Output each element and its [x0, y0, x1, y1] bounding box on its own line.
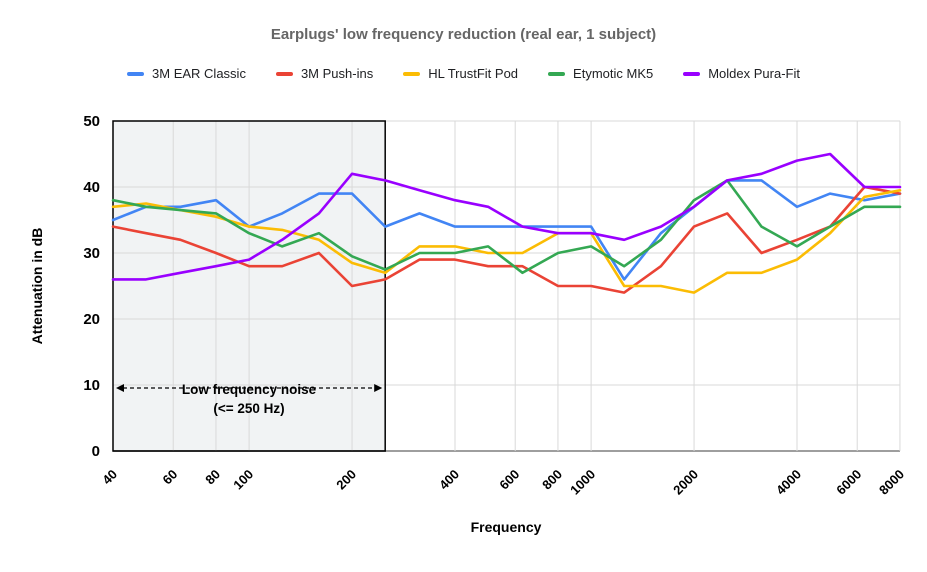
y-tick-label-30: 30 — [83, 245, 100, 262]
legend-item-hl-trustfit-pod: HL TrustFit Pod — [403, 66, 518, 81]
x-tick-label-200: 200 — [333, 467, 359, 493]
annotation-right-arrowhead-icon — [374, 384, 383, 392]
legend-item-etymotic-mk5: Etymotic MK5 — [548, 66, 653, 81]
legend-item-3m-ear-classic: 3M EAR Classic — [127, 66, 246, 81]
legend-swatch-icon — [548, 71, 566, 76]
x-tick-label-40: 40 — [99, 467, 120, 488]
x-tick-label-80: 80 — [202, 467, 223, 488]
x-tick-label-400: 400 — [436, 467, 462, 493]
legend-swatch-icon — [275, 71, 293, 76]
series-line-moldex-pura-fit — [111, 152, 902, 281]
legend-item-moldex-pura-fit: Moldex Pura-Fit — [683, 66, 800, 81]
x-tick-label-8000: 8000 — [876, 467, 907, 498]
low-frequency-box-layer — [112, 120, 386, 452]
legend-label: HL TrustFit Pod — [428, 66, 519, 81]
legend-swatch-icon — [683, 71, 701, 76]
legend-label: Moldex Pura-Fit — [708, 66, 800, 81]
x-tick-label-4000: 4000 — [773, 467, 804, 498]
series-line-etymotic-mk5 — [111, 179, 902, 275]
series-line-hl-trustfit-pod — [111, 189, 902, 294]
x-tick-label-600: 600 — [496, 467, 522, 493]
annotation-line1: Low frequency noise — [182, 382, 317, 397]
series-line-3m-push-ins — [111, 185, 902, 294]
annotation-arrow — [116, 384, 383, 392]
series-layer — [111, 152, 902, 294]
annotation-layer: Low frequency noise (<= 250 Hz) — [116, 382, 383, 416]
y-tick-label-0: 0 — [92, 443, 100, 460]
series-line-3m-ear-classic — [111, 179, 902, 281]
legend-label: 3M EAR Classic — [152, 66, 246, 81]
x-tick-label-60: 60 — [160, 467, 181, 488]
y-axis-title: Attenuation in dB — [29, 228, 45, 345]
annotation-left-arrowhead-icon — [116, 384, 124, 392]
legend-swatch-icon — [403, 71, 421, 76]
y-tick-label-50: 50 — [83, 113, 100, 130]
x-tick-label-6000: 6000 — [833, 467, 864, 498]
legend-item-3m-push-ins: 3M Push-ins — [275, 66, 374, 81]
x-tick-label-2000: 2000 — [670, 467, 701, 498]
x-axis-title: Frequency — [471, 519, 542, 535]
low-frequency-box-border — [112, 120, 386, 452]
annotation-line2: (<= 250 Hz) — [213, 401, 284, 416]
x-tick-label-1000: 1000 — [567, 467, 598, 498]
y-tick-label-40: 40 — [83, 179, 100, 196]
y-tick-label-10: 10 — [83, 377, 100, 394]
axis-layer: Frequency Attenuation in dB — [29, 228, 542, 535]
legend-label: Etymotic MK5 — [573, 66, 654, 81]
legend-label: 3M Push-ins — [300, 66, 374, 81]
chart-title: Earplugs' low frequency reduction (real … — [270, 26, 657, 43]
legend: 3M EAR Classic 3M Push-ins HL TrustFit Pod… — [0, 66, 927, 81]
x-tick-label-800: 800 — [539, 467, 565, 493]
x-tick-label-100: 100 — [230, 467, 256, 493]
legend-swatch-icon — [127, 71, 145, 76]
y-tick-label-20: 20 — [83, 311, 100, 328]
